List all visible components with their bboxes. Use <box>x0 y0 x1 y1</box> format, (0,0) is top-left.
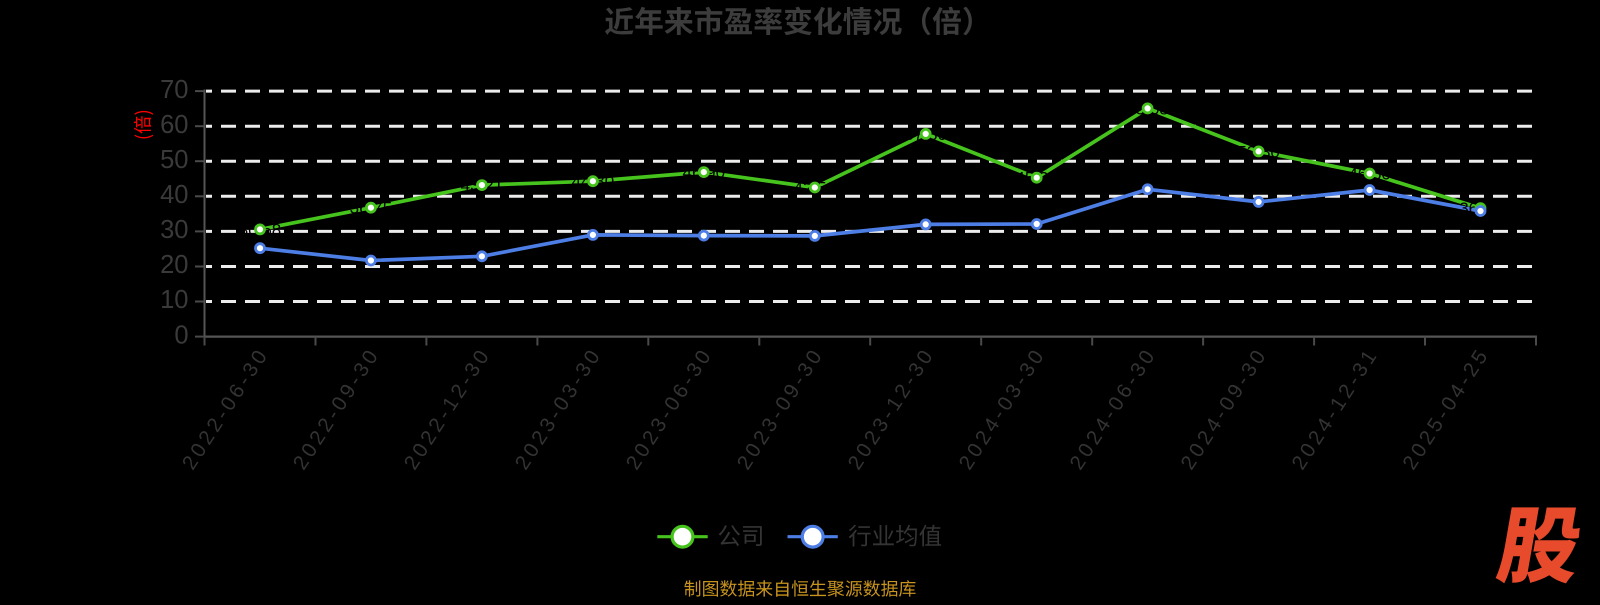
svg-text:40: 40 <box>160 181 188 209</box>
svg-text:70: 70 <box>160 76 188 104</box>
svg-text:50: 50 <box>160 146 188 174</box>
svg-text:30: 30 <box>160 216 188 244</box>
svg-text:0: 0 <box>174 321 188 349</box>
svg-text:60: 60 <box>160 111 188 139</box>
svg-text:20: 20 <box>160 251 188 279</box>
svg-text:10: 10 <box>160 286 188 314</box>
